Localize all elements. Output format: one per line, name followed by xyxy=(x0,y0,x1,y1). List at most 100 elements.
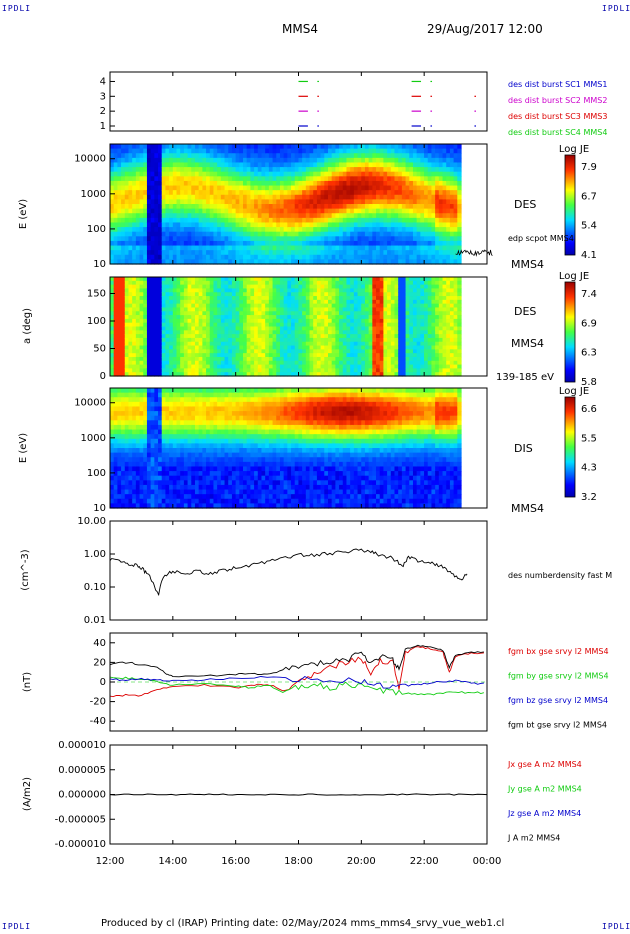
des-pitch-cell xyxy=(298,288,303,293)
des-energy-cell xyxy=(206,190,211,196)
des-energy-cell xyxy=(246,194,251,200)
des-energy-cell xyxy=(257,254,263,260)
des-pitch-cell xyxy=(202,318,207,324)
des-energy-cell xyxy=(327,157,333,164)
des-energy-cell xyxy=(357,190,362,196)
des-energy-cell xyxy=(453,176,458,182)
des-pitch-cell xyxy=(294,315,300,320)
des-pitch-cell xyxy=(357,307,362,312)
des-energy-cell xyxy=(302,217,307,224)
des-energy-cell xyxy=(409,153,414,159)
des-pitch-cell xyxy=(139,288,144,293)
des-pitch-cell xyxy=(250,288,255,293)
dis-energy-cell xyxy=(113,434,118,440)
des-energy-cell xyxy=(416,167,421,173)
des-energy-cell xyxy=(368,190,373,196)
des-pitch-cell xyxy=(287,299,292,305)
des-pitch-cell xyxy=(431,356,436,362)
des-pitch-cell xyxy=(316,334,322,339)
des-pitch-cell xyxy=(202,284,207,290)
des-energy-cell xyxy=(320,213,325,219)
des-energy-cell xyxy=(427,227,433,233)
des-energy-cell xyxy=(161,194,167,200)
des-energy-cell xyxy=(438,176,444,182)
des-energy-cell xyxy=(180,199,185,205)
des-pitch-cell xyxy=(265,345,270,350)
des-pitch-cell xyxy=(364,353,370,358)
des-pitch-cell xyxy=(146,356,152,362)
des-energy-cell xyxy=(372,236,377,242)
des-pitch-cell xyxy=(353,307,359,312)
des-energy-cell xyxy=(231,171,237,177)
des-pitch-cell xyxy=(283,330,288,335)
des-energy-cell xyxy=(198,190,203,196)
des-energy-cell xyxy=(169,167,174,173)
des-energy-cell xyxy=(457,171,462,177)
des-energy-cell xyxy=(213,240,218,247)
des-pitch-cell xyxy=(154,345,159,350)
des-energy-cell xyxy=(453,213,458,219)
des-pitch-cell xyxy=(121,326,126,331)
des-pitch-cell xyxy=(231,303,237,309)
des-energy-cell xyxy=(154,236,159,242)
des-pitch-cell xyxy=(268,280,274,286)
des-pitch-cell xyxy=(135,318,141,324)
des-pitch-cell xyxy=(364,360,370,366)
des-pitch-cell xyxy=(339,341,344,347)
des-energy-cell xyxy=(276,259,281,265)
des-energy-cell xyxy=(110,194,115,200)
des-pitch-cell xyxy=(224,364,229,369)
des-energy-cell xyxy=(243,250,248,256)
des-pitch-cell xyxy=(169,372,174,377)
des-energy-cell xyxy=(457,236,462,242)
des-energy-cell xyxy=(291,162,296,168)
des-energy-cell xyxy=(398,254,403,260)
des-pitch-cell xyxy=(424,284,429,290)
des-pitch-cell xyxy=(124,341,130,347)
des-pitch-cell xyxy=(228,303,233,309)
des-pitch-cell xyxy=(379,303,385,309)
dis-energy-cell xyxy=(110,424,115,431)
des-energy-cell xyxy=(121,167,126,173)
des-pitch-cell xyxy=(224,280,229,286)
des-energy-cell xyxy=(372,153,377,159)
des-energy-cell xyxy=(224,185,229,191)
des-pitch-cell xyxy=(438,288,444,293)
des-pitch-cell xyxy=(327,360,333,366)
des-energy-cell xyxy=(209,240,215,247)
des-energy-cell xyxy=(121,213,126,219)
des-pitch-cell xyxy=(139,349,144,354)
des-energy-cell xyxy=(224,208,229,214)
des-energy-cell xyxy=(110,176,115,182)
des-energy-cell xyxy=(146,190,152,196)
des-energy-cell xyxy=(143,180,148,187)
des-energy-cell xyxy=(228,157,233,164)
des-pitch-cell xyxy=(150,318,155,324)
des-pitch-cell xyxy=(276,372,281,377)
des-pitch-cell xyxy=(150,288,155,293)
des-energy-cell xyxy=(309,254,314,260)
des-energy-cell xyxy=(279,204,285,210)
des-energy-cell xyxy=(183,167,189,173)
des-energy-cell xyxy=(309,222,314,228)
des-pitch-cell xyxy=(372,326,377,331)
des-pitch-cell xyxy=(350,280,355,286)
des-pitch-cell xyxy=(268,337,274,343)
des-energy-cell xyxy=(346,194,351,200)
des-energy-cell xyxy=(361,157,366,164)
des-energy-cell xyxy=(143,153,148,159)
des-energy-cell xyxy=(132,162,137,168)
des-energy-cell xyxy=(121,208,126,214)
des-pitch-cell xyxy=(442,337,447,343)
des-pitch-cell xyxy=(128,280,133,286)
des-energy-cell xyxy=(257,204,263,210)
des-energy-cell xyxy=(442,240,447,247)
des-pitch-cell xyxy=(191,337,196,343)
des-pitch-cell xyxy=(146,330,152,335)
des-pitch-cell xyxy=(368,315,373,320)
des-pitch-cell xyxy=(202,311,207,316)
des-energy-cell xyxy=(176,167,181,173)
des-pitch-cell xyxy=(342,280,348,286)
des-energy-cell xyxy=(172,259,178,265)
des-energy-cell xyxy=(453,217,458,224)
